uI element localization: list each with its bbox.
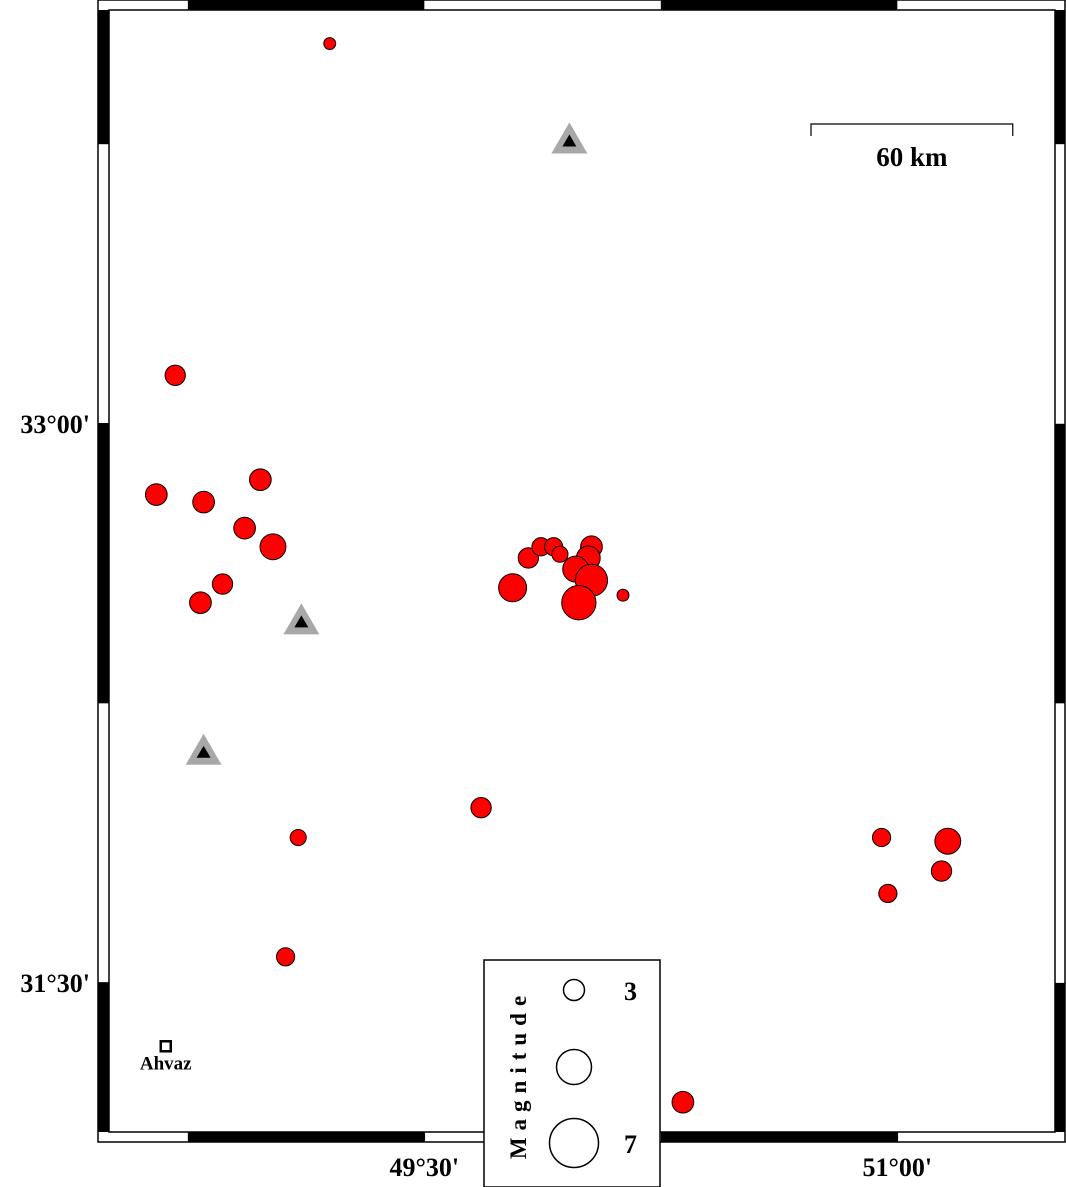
frame-band <box>98 10 109 145</box>
station <box>294 615 309 628</box>
event <box>289 828 307 847</box>
legend-circle <box>562 978 586 1002</box>
frame-band <box>1055 982 1065 1132</box>
frame-band <box>98 982 109 1132</box>
event <box>259 533 287 561</box>
legend-title: Magnitude <box>506 989 531 1159</box>
event <box>233 516 256 540</box>
event <box>551 545 569 563</box>
station <box>196 745 211 758</box>
event <box>249 468 272 492</box>
event <box>275 947 296 967</box>
x-tick-label: 49°30' <box>390 1153 460 1182</box>
station <box>562 134 577 147</box>
event <box>616 588 630 602</box>
y-tick-label: 31°30' <box>20 969 90 998</box>
event <box>192 490 215 514</box>
x-tick-label: 51°00' <box>863 1153 933 1182</box>
event <box>470 797 492 819</box>
legend: Magnitude 3 7 <box>483 959 661 1187</box>
scale-bar <box>810 123 1014 136</box>
event <box>189 591 212 615</box>
event <box>144 483 168 506</box>
city-marker <box>159 1040 173 1053</box>
map-layers: Ahvaz 60 km <box>140 37 1014 1114</box>
event <box>934 827 962 855</box>
event <box>211 573 234 595</box>
city-label: Ahvaz <box>140 1053 192 1074</box>
event <box>164 364 186 386</box>
event <box>878 883 898 904</box>
event <box>930 860 953 882</box>
frame-band <box>660 0 898 10</box>
event <box>671 1090 695 1114</box>
legend-circle <box>548 1117 600 1169</box>
scale-bar-label: 60 km <box>876 142 948 172</box>
frame-band <box>660 1132 898 1142</box>
frame-band <box>98 423 109 704</box>
y-tick-label: 33°00' <box>20 410 90 439</box>
frame-band <box>187 0 425 10</box>
frame-band <box>187 1132 425 1142</box>
event <box>323 37 337 50</box>
frame-band <box>1055 423 1065 704</box>
legend-label: 7 <box>624 1130 637 1159</box>
legend-label: 3 <box>624 977 637 1006</box>
frame-band <box>1055 10 1065 145</box>
event <box>871 827 892 848</box>
event <box>517 547 540 569</box>
legend-circle <box>555 1048 593 1086</box>
event <box>498 573 528 603</box>
event <box>561 585 597 621</box>
